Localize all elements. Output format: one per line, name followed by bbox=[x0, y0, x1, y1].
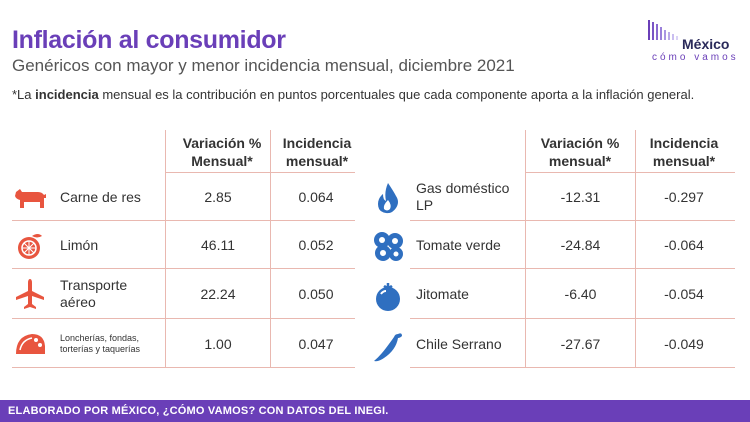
right-row-3-variacion: -6.40 bbox=[564, 286, 597, 302]
incidence-note: *La incidencia mensual es la contribució… bbox=[12, 87, 695, 102]
right-row-1-variacion: -12.31 bbox=[560, 189, 601, 205]
right-row-3-name: Jitomate bbox=[416, 285, 469, 302]
right-row-4-name: Chile Serrano bbox=[416, 335, 502, 352]
left-header-variacion: Variación % Mensual* bbox=[182, 135, 262, 169]
right-row-2-incidencia: -0.064 bbox=[664, 237, 704, 253]
right-row-4-variacion: -27.67 bbox=[560, 336, 601, 352]
left-row-3-name: Transporte aéreo bbox=[60, 277, 128, 310]
airplane-icon bbox=[16, 279, 44, 309]
logo-bottom-text: cómo vamos bbox=[652, 52, 739, 63]
page-subtitle: Genéricos con mayor y menor incidencia m… bbox=[12, 56, 515, 75]
left-row-2-incidencia: 0.052 bbox=[298, 237, 334, 253]
left-header-incidencia: Incidencia mensual* bbox=[282, 135, 352, 169]
footer-bar: ELABORADO POR MÉXICO, ¿CÓMO VAMOS? CON D… bbox=[0, 400, 750, 422]
logo-top-text: México bbox=[682, 36, 730, 52]
left-row-4-variacion: 1.00 bbox=[204, 336, 232, 352]
right-row-2-variacion: -24.84 bbox=[560, 237, 601, 253]
page-title: Inflación al consumidor bbox=[12, 26, 286, 54]
right-row-1-name: Gas doméstico LP bbox=[416, 180, 510, 213]
left-row-4-incidencia: 0.047 bbox=[298, 336, 334, 352]
left-row-3-variacion: 22.24 bbox=[200, 286, 236, 302]
taco-icon bbox=[16, 334, 45, 354]
right-header-variacion: Variación % mensual* bbox=[540, 135, 620, 169]
mexico-como-vamos-logo: México cómo vamos bbox=[646, 18, 742, 66]
footer-credit: ELABORADO POR MÉXICO, ¿CÓMO VAMOS? CON D… bbox=[8, 405, 389, 417]
green-tomato-icon bbox=[374, 232, 403, 261]
right-header-incidencia: Incidencia mensual* bbox=[649, 135, 719, 169]
cow-icon bbox=[15, 189, 46, 208]
chili-icon bbox=[374, 333, 402, 362]
left-row-2-name: Limón bbox=[60, 236, 99, 253]
right-row-1-incidencia: -0.297 bbox=[664, 189, 704, 205]
left-row-4-name: Loncherías, fondas, torterías y taquería… bbox=[60, 333, 141, 354]
tomato-icon bbox=[376, 283, 400, 311]
left-row-1-variacion: 2.85 bbox=[204, 189, 232, 205]
lemon-icon bbox=[18, 234, 42, 259]
right-row-3-incidencia: -0.054 bbox=[664, 286, 704, 302]
flame-icon bbox=[378, 183, 398, 214]
left-row-1-name: Carne de res bbox=[60, 188, 141, 205]
right-row-4-incidencia: -0.049 bbox=[664, 336, 704, 352]
left-row-1-incidencia: 0.064 bbox=[298, 189, 334, 205]
right-row-2-name: Tomate verde bbox=[416, 236, 501, 253]
left-row-2-variacion: 46.11 bbox=[201, 237, 235, 253]
logo-bars-icon bbox=[648, 20, 678, 40]
left-row-3-incidencia: 0.050 bbox=[298, 286, 334, 302]
